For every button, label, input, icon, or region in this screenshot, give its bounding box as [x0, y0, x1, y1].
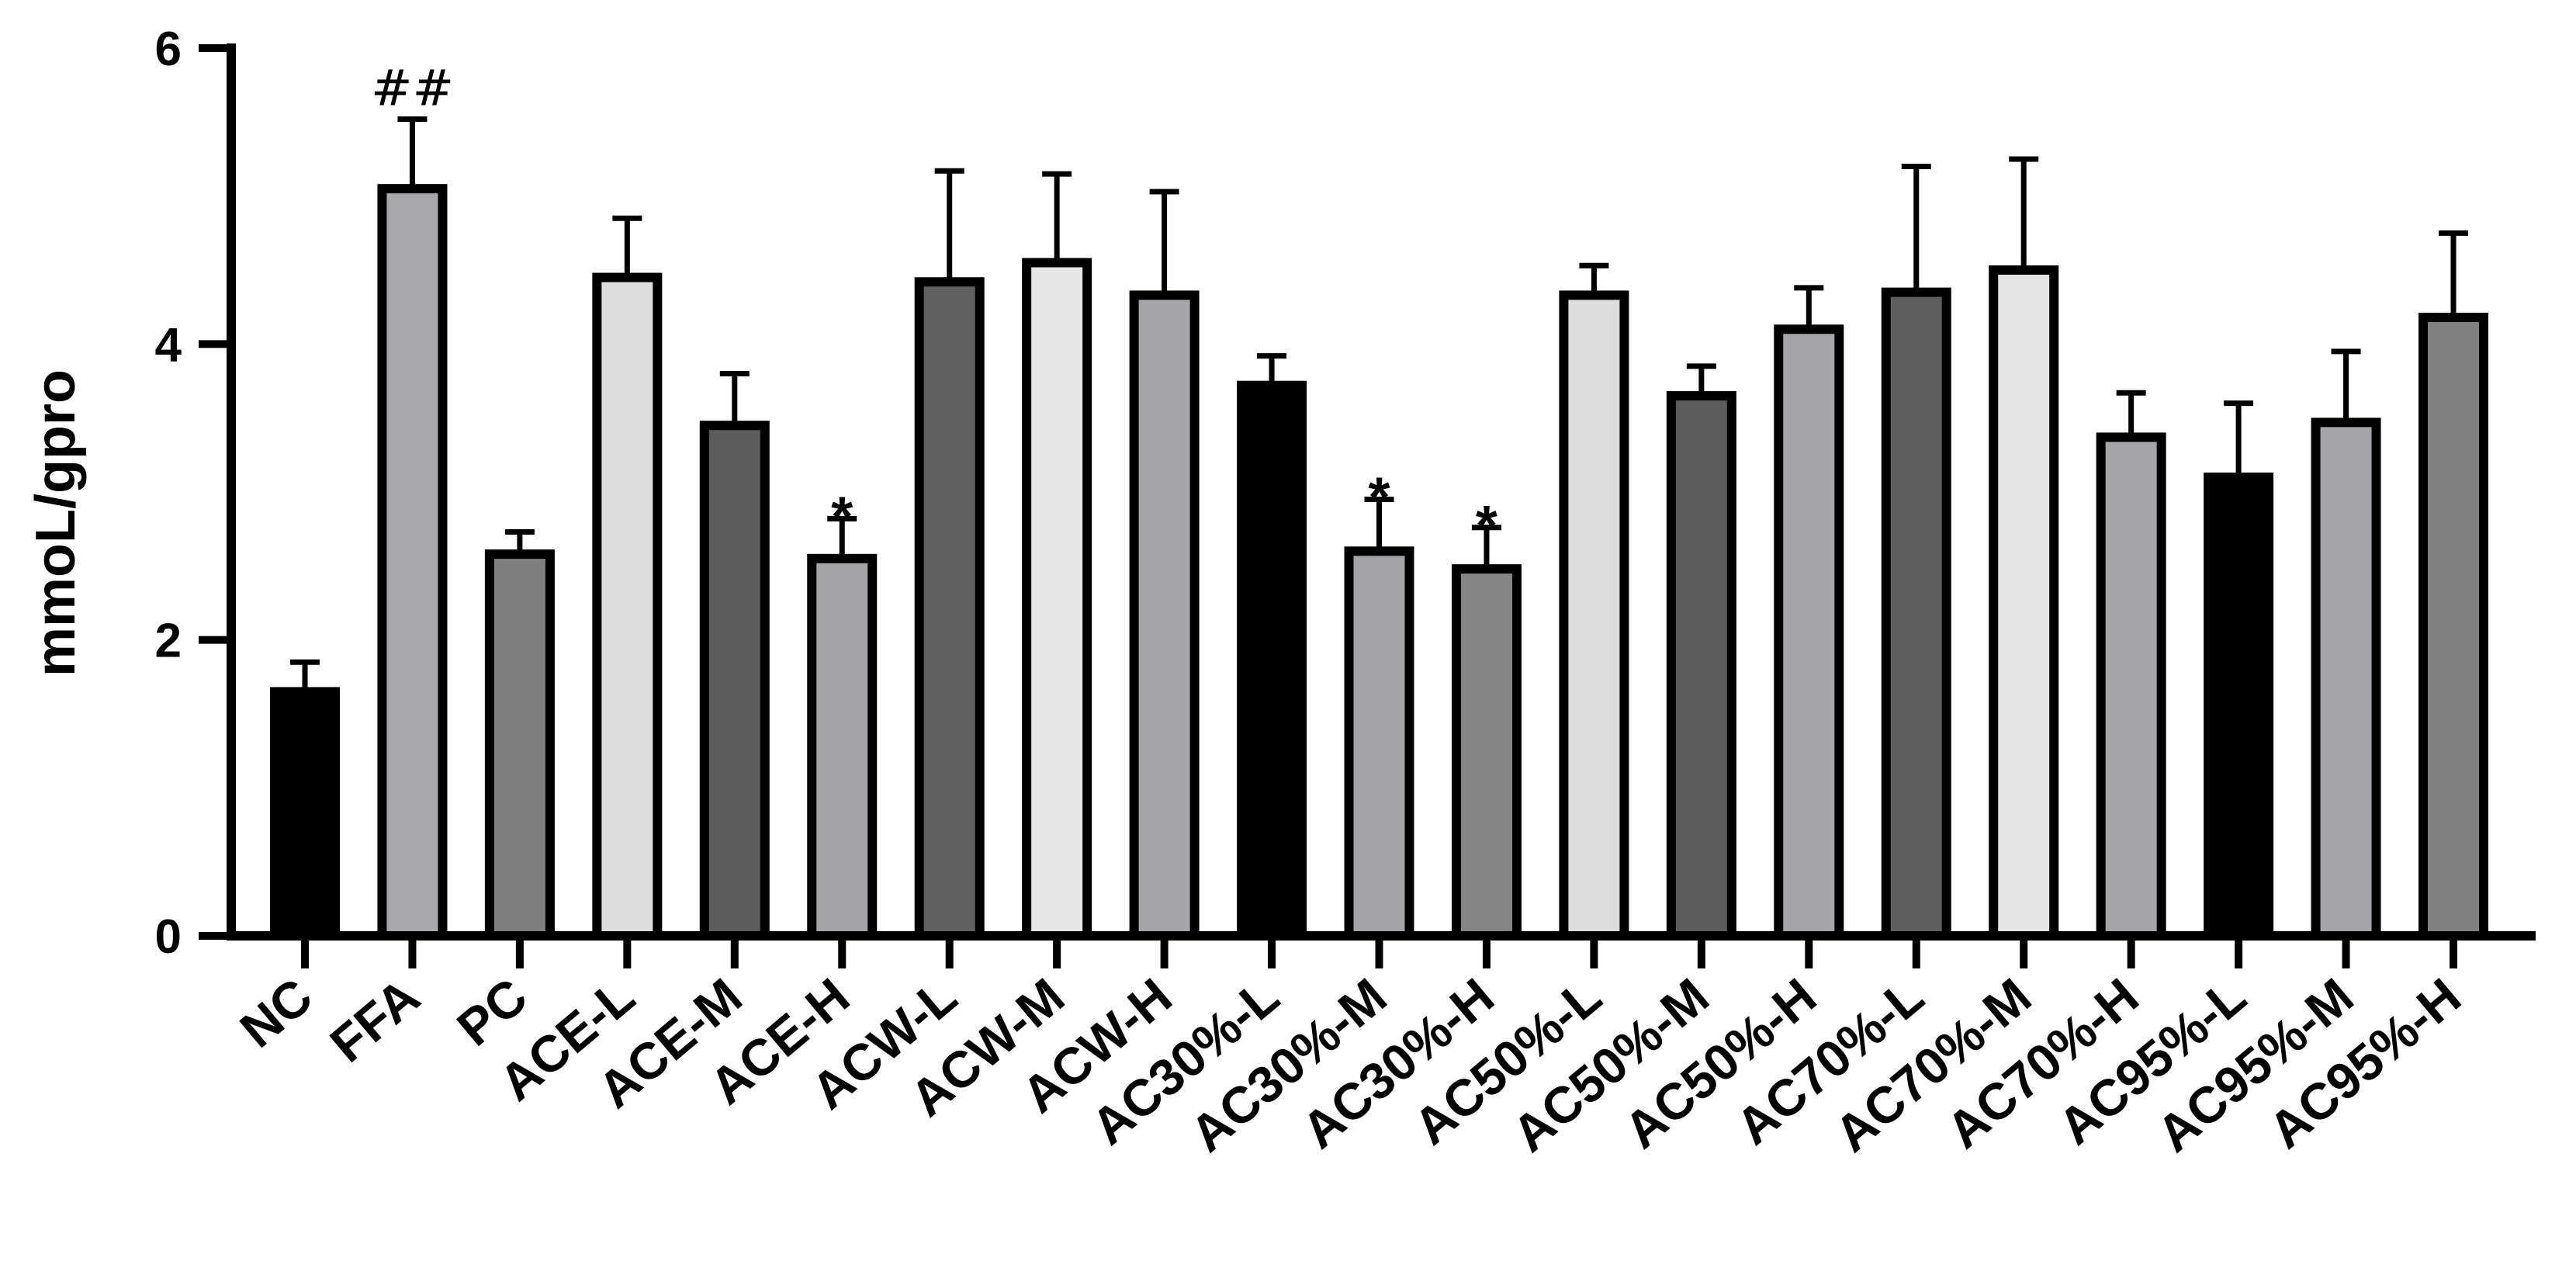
bar-ac95pct-m	[2311, 417, 2381, 941]
bar-ac70pct-l	[1881, 287, 1951, 941]
bar-ac30pct-h	[1451, 564, 1522, 941]
bar-acw-h	[1129, 290, 1200, 941]
x-tick-label-nc: NC	[229, 967, 323, 1058]
bar-ac70pct-m	[1989, 265, 2059, 941]
bar-ac70pct-h	[2096, 432, 2166, 941]
bar-ffa	[377, 184, 448, 941]
bar-acw-m	[1022, 258, 1092, 941]
bar-ac50pct-h	[1774, 324, 1844, 941]
bar-ac95pct-h	[2418, 313, 2488, 941]
significance-marker-ffa: ##	[371, 61, 454, 118]
y-tick-label-4: 4	[155, 318, 182, 372]
bar-ace-l	[592, 272, 663, 941]
bar-ace-h	[807, 553, 878, 941]
x-tick-label-ffa: FFA	[319, 967, 430, 1073]
bar-ac30pct-m	[1344, 546, 1414, 941]
significance-marker-ac30pct-m: *	[1368, 467, 1390, 529]
bar-nc	[270, 687, 340, 941]
bar-ace-m	[699, 421, 770, 941]
significance-marker-ace-h: *	[831, 486, 853, 548]
bar-ac95pct-l	[2204, 472, 2274, 941]
bar-acw-l	[914, 277, 985, 941]
y-axis-label: mmoL/gpro	[25, 369, 87, 677]
y-tick-label-6: 6	[155, 23, 182, 76]
bar-ac50pct-m	[1666, 391, 1736, 941]
significance-marker-ac30pct-h: *	[1476, 495, 1497, 557]
bar-pc	[484, 549, 555, 941]
bar-ac50pct-l	[1559, 290, 1629, 941]
bar-ac30pct-l	[1237, 380, 1307, 941]
y-tick-label-2: 2	[155, 615, 182, 668]
y-tick-label-0: 0	[155, 910, 182, 964]
